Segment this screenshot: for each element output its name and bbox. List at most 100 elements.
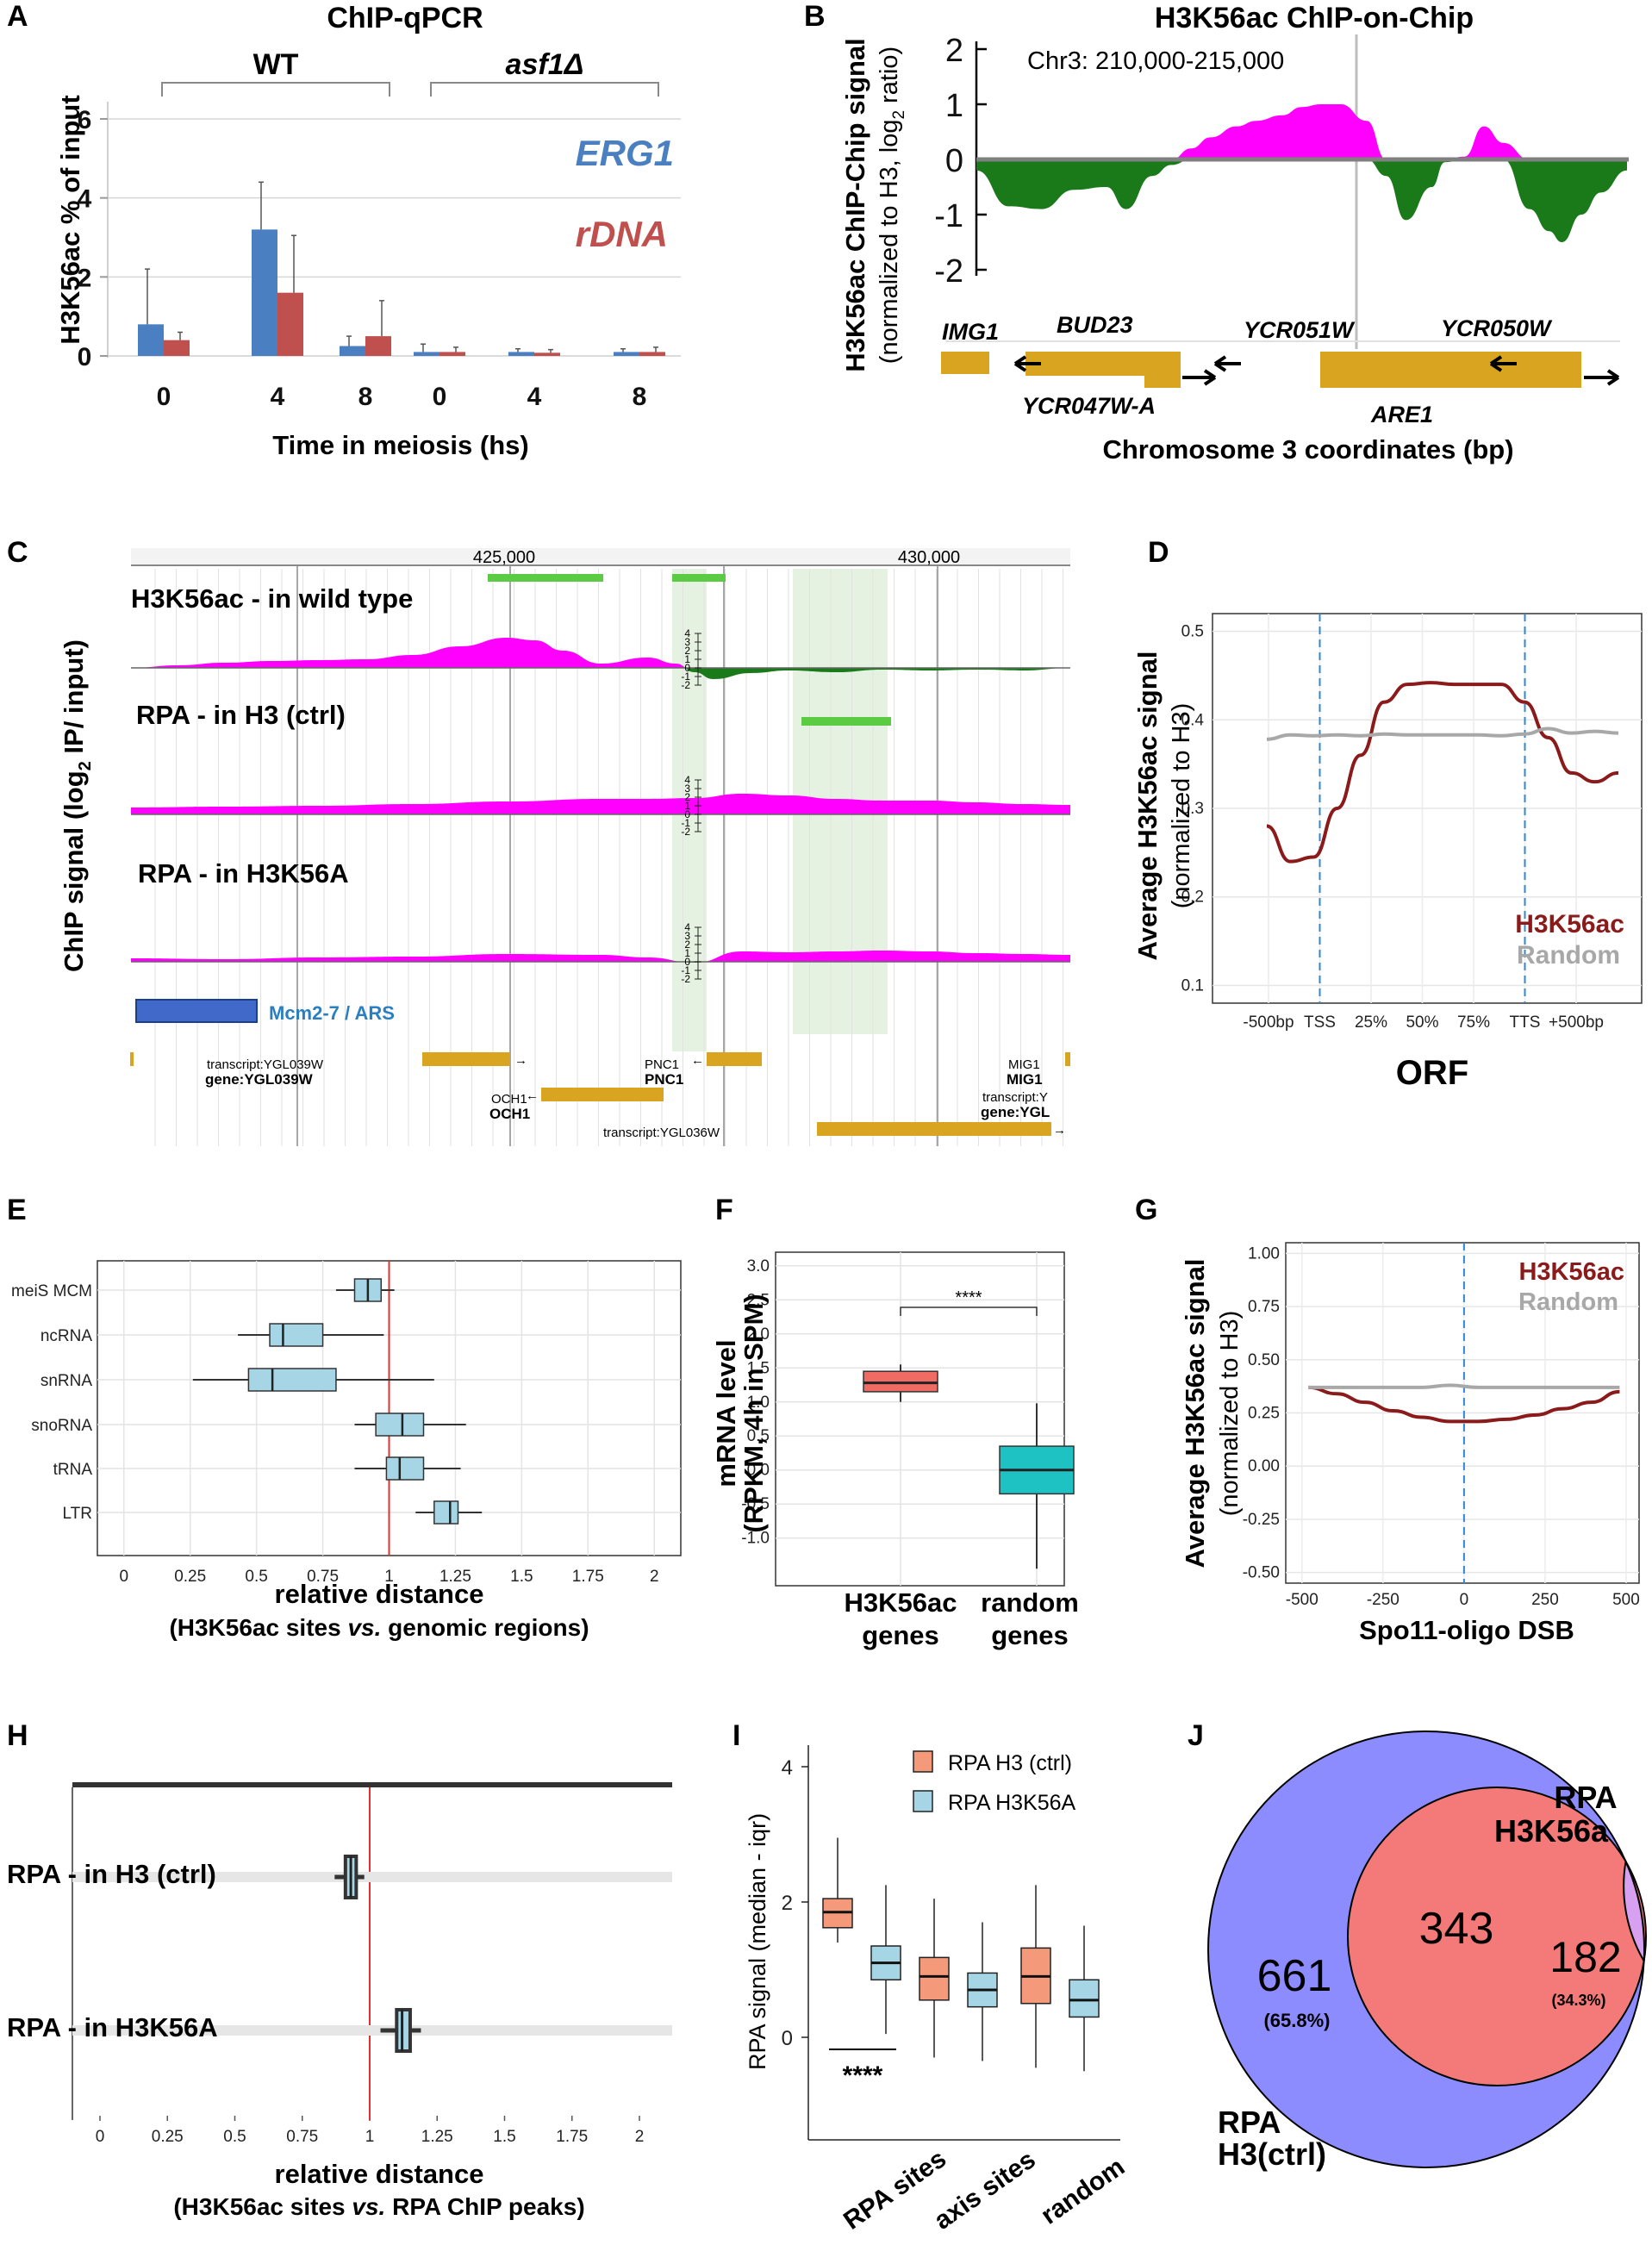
mini-tick-label: -1 <box>681 964 690 976</box>
ytick-label-f: 1.5 <box>747 1359 770 1377</box>
xtick-label-a: 8 <box>358 383 373 411</box>
venn-overlap-count: 343 <box>1419 1904 1494 1954</box>
panel-i-cat-3: random <box>1036 2153 1130 2230</box>
xtick-label-h: 0 <box>96 2128 105 2146</box>
panel-h-boxes <box>334 1855 421 2053</box>
panel-h: H 0 0.25 0.5 0.75 1 1.25 1.5 1.75 2 RPA - in H3 … <box>7 1719 672 2220</box>
gene-ycr050w <box>1512 352 1581 388</box>
ytick-label-a: 6 <box>78 106 92 134</box>
xtick-label-g: 0 <box>1460 1591 1469 1609</box>
mini-tick-label: -2 <box>681 826 690 838</box>
box-e <box>269 1323 324 1347</box>
panel-f-boxes <box>863 1364 1075 1569</box>
venn-ctrl-only: 661 <box>1257 1951 1332 2001</box>
panel-f-sig-bracket <box>900 1306 1038 1316</box>
ytick-label-i: 4 <box>782 1756 793 1780</box>
panel-h-x-label: relative distance <box>275 2159 484 2189</box>
panel-a-gridlines <box>108 118 681 357</box>
ytick-label-d: 0.2 <box>1181 889 1204 907</box>
panel-b-y-label2: (normalized to H3, log2 ratio) <box>876 47 908 364</box>
ytick-label-g: 1.00 <box>1248 1244 1280 1263</box>
panel-label-c: C <box>7 536 28 569</box>
box-i <box>1069 1979 1100 2018</box>
gene-ygl039w-bar <box>422 1052 510 1066</box>
gene-stub <box>130 1052 134 1066</box>
panel-d-x-label: ORF <box>1396 1054 1468 1092</box>
panel-h-cat-2: RPA - in H3K56A <box>7 2012 218 2042</box>
panel-e-x-label2: (H3K56ac sites vs. genomic regions) <box>169 1614 589 1641</box>
arrow-right-2-icon: → <box>1053 1123 1066 1138</box>
panel-i-significance: **** <box>843 2061 883 2090</box>
panel-f: F 3.0 2.5 2.0 1.5 1.0 0.5 0.0 -0.5 -1.0 **** H3K… <box>711 1194 1079 1650</box>
gene-text-pnc1: PNC1 <box>645 1071 683 1088</box>
xtick-label-e: 2 <box>650 1568 659 1586</box>
category-label-e: LTR <box>63 1505 92 1523</box>
xtick-label-a: 4 <box>527 383 542 411</box>
panel-d-lines <box>1266 681 1619 864</box>
panel-f-cat-2: random <box>981 1587 1079 1618</box>
venn-label-h3k56a-l1: RPA <box>1554 1780 1617 1815</box>
ytick-label-d: 0.5 <box>1181 623 1204 641</box>
legend-h3k56ac-g: H3K56ac <box>1518 1258 1624 1286</box>
xtick-label-d: 50% <box>1406 1013 1438 1032</box>
legend-random-d: Random <box>1517 941 1620 970</box>
gene-text-ygl039w: gene:YGL039W <box>205 1071 314 1088</box>
xtick-label-h: 0.75 <box>286 2128 318 2146</box>
venn-overlap <box>1623 1858 1645 1964</box>
panel-g-lines <box>1308 1383 1620 1424</box>
xtick-label-d: -500bp <box>1243 1013 1294 1032</box>
mini-tick-label: 3 <box>684 930 690 942</box>
panel-b-region: Chr3: 210,000-215,000 <box>1027 47 1284 75</box>
xtick-label-e: 1.25 <box>439 1568 471 1586</box>
bar-rdna <box>534 352 560 356</box>
panel-b-y-label2-end: ratio) <box>876 47 903 110</box>
ytick-label-f: 3.0 <box>747 1257 770 1275</box>
panel-c-y-label-sub: 2 <box>76 761 95 770</box>
ytick-label-f: 2.0 <box>747 1325 770 1344</box>
panel-b-y-ticks: 2 1 0 -1 -2 <box>934 33 987 290</box>
xtick-label-h: 0.25 <box>152 2128 184 2146</box>
xtick-label-e: 0 <box>119 1568 128 1586</box>
green-feature-3 <box>801 717 891 726</box>
panel-a-y-label: H3K56ac % of input <box>55 95 85 344</box>
gene-text-och1: OCH1 <box>489 1106 530 1122</box>
coord-425000: 425,000 <box>473 548 535 567</box>
panel-d-gridlines: 0.5 0.4 0.3 0.2 0.1 -500bp TSS 25% 50% 75% TTS +500… <box>1181 614 1642 1032</box>
ytick-label-g: 0.25 <box>1248 1405 1280 1423</box>
ytick-label-g: -0.25 <box>1243 1511 1280 1529</box>
venn-label-h3k56a-l2: H3K56a <box>1494 1813 1609 1849</box>
panel-f-cat-1-line2: genes <box>862 1620 939 1650</box>
panel-f-y-label2: (RPKM, 4h in SPM) <box>739 1294 769 1532</box>
panel-h-x-label2-pre: (H3K56ac sites <box>173 2193 352 2220</box>
mini-tick-label: 4 <box>684 774 690 786</box>
asf1-bracket <box>430 82 659 97</box>
mini-tick-label: 1 <box>684 653 690 665</box>
legend-random-g: Random <box>1518 1288 1618 1316</box>
box-e <box>247 1368 337 1392</box>
xtick-label-e: 1.5 <box>510 1568 533 1586</box>
panel-h-gridlines: 0 0.25 0.5 0.75 1 1.25 1.5 1.75 2 <box>72 1787 672 2146</box>
xtick-label-d: TSS <box>1304 1013 1336 1032</box>
arrow-ycr051w-icon <box>1213 355 1241 372</box>
xtick-label-e: 1 <box>384 1568 394 1586</box>
panel-c-y-label-end: IP/ input) <box>59 639 89 761</box>
panel-e-x-label2-post: genomic regions) <box>381 1614 589 1641</box>
ytick-label-d: 0.3 <box>1181 800 1204 818</box>
panel-f-cat-1: H3K56ac <box>845 1587 957 1618</box>
ytick-label-f: -0.5 <box>741 1495 770 1513</box>
panel-i-boxes <box>822 1837 1100 2072</box>
gene-pnc1-bar <box>707 1052 762 1066</box>
panel-i-y-label: RPA signal (median - iqr) <box>745 1813 770 2070</box>
gene-text-pnc1-small: PNC1 <box>645 1057 679 1072</box>
mini-tick-label: 3 <box>684 636 690 648</box>
ytick-label-a: 2 <box>78 264 92 292</box>
gene-label-ycr051w: YCR051W <box>1244 317 1356 343</box>
ytick-label-g: 0.75 <box>1248 1298 1280 1316</box>
mcm-ars-bar <box>135 999 258 1023</box>
line-random <box>1266 727 1619 741</box>
panel-b-x-label: Chromosome 3 coordinates (bp) <box>1102 434 1513 465</box>
bar-rdna <box>277 292 303 356</box>
box-i <box>919 1956 950 2001</box>
